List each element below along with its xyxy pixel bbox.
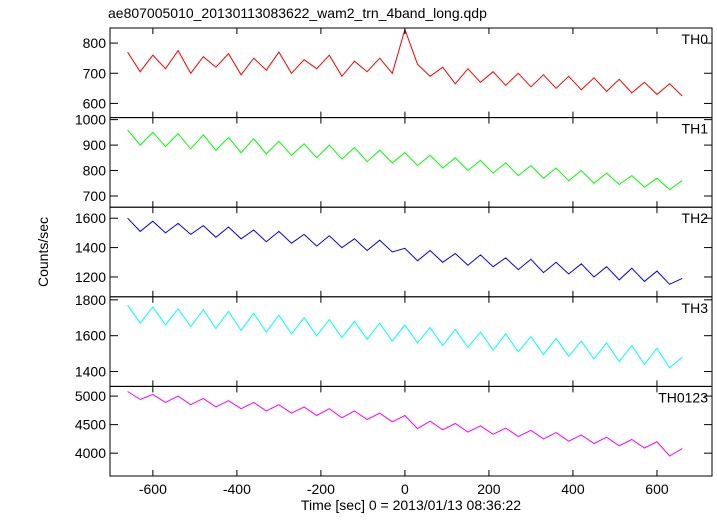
panel-frame bbox=[109, 117, 713, 208]
panel-label: TH1 bbox=[682, 121, 709, 137]
x-tick-label: -600 bbox=[139, 481, 167, 497]
data-line bbox=[127, 129, 683, 191]
y-tick-label: 1400 bbox=[75, 364, 106, 380]
x-tick-label: 400 bbox=[561, 481, 585, 497]
panel-label: TH2 bbox=[682, 210, 709, 226]
x-tick-label: 200 bbox=[477, 481, 501, 497]
y-tick-label: 1600 bbox=[75, 328, 106, 344]
x-tick-label: -400 bbox=[223, 481, 251, 497]
y-tick-label: 4500 bbox=[75, 417, 106, 433]
x-tick-label: 0 bbox=[401, 481, 409, 497]
y-tick-label: 1000 bbox=[75, 112, 106, 128]
y-tick-label: 1600 bbox=[75, 210, 106, 226]
chart-title: ae807005010_20130113083622_wam2_trn_4ban… bbox=[108, 5, 487, 21]
data-line bbox=[127, 27, 683, 97]
panel-label: TH0123 bbox=[658, 389, 708, 405]
y-tick-label: 700 bbox=[83, 65, 107, 81]
x-tick-label: 600 bbox=[645, 481, 669, 497]
panel-frame bbox=[109, 27, 713, 119]
panel-label: TH3 bbox=[682, 300, 709, 316]
y-tick-label: 800 bbox=[83, 35, 107, 51]
panel-frame bbox=[109, 296, 713, 387]
panel-frame bbox=[109, 385, 713, 477]
panel-label: TH0 bbox=[682, 31, 709, 47]
y-tick-label: 1800 bbox=[75, 292, 106, 308]
y-tick-label: 800 bbox=[83, 163, 107, 179]
y-axis-label: Counts/sec bbox=[35, 217, 51, 287]
y-tick-label: 1200 bbox=[75, 269, 106, 285]
y-tick-label: 4000 bbox=[75, 445, 106, 461]
y-tick-label: 5000 bbox=[75, 388, 106, 404]
y-tick-label: 700 bbox=[83, 188, 107, 204]
x-tick-label: -200 bbox=[307, 481, 335, 497]
y-tick-label: 600 bbox=[83, 95, 107, 111]
data-line bbox=[127, 217, 683, 285]
y-tick-label: 900 bbox=[83, 137, 107, 153]
x-axis-label: Time [sec] 0 = 2013/01/13 08:36:22 bbox=[301, 497, 521, 513]
data-line bbox=[127, 304, 683, 369]
y-tick-label: 1400 bbox=[75, 240, 106, 256]
data-line bbox=[127, 391, 683, 457]
panel-frame bbox=[109, 206, 713, 298]
